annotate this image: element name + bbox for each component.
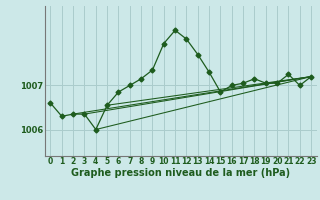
X-axis label: Graphe pression niveau de la mer (hPa): Graphe pression niveau de la mer (hPa) [71, 168, 290, 178]
